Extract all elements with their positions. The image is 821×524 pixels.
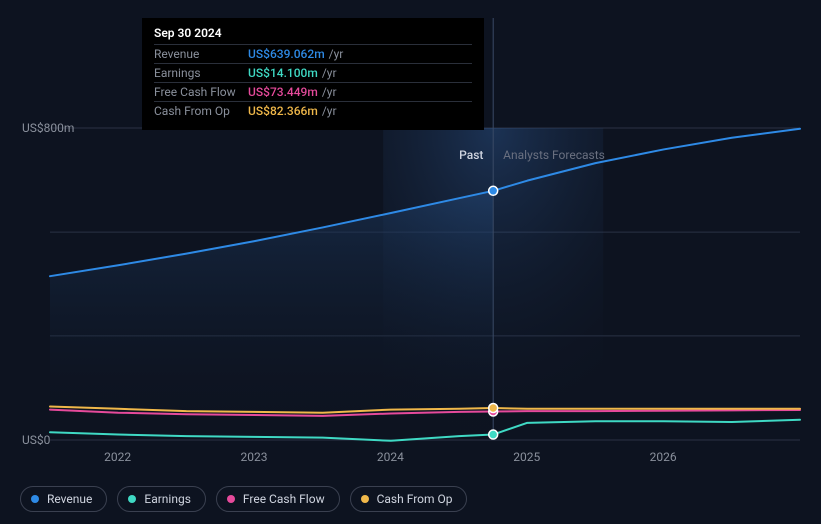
legend-item-revenue[interactable]: Revenue: [20, 486, 107, 512]
legend-dot-icon: [31, 495, 39, 503]
tooltip-row-unit: /yr: [329, 47, 344, 61]
y-axis-label-max: US$800m: [22, 121, 74, 135]
legend-label: Free Cash Flow: [243, 492, 325, 506]
tooltip-row-value: US$14.100m: [248, 66, 318, 80]
legend-dot-icon: [227, 495, 235, 503]
legend-label: Cash From Op: [377, 492, 453, 506]
y-axis-label-zero: US$0: [22, 433, 50, 447]
legend-dot-icon: [361, 495, 369, 503]
chart-tooltip: Sep 30 2024 RevenueUS$639.062m/yrEarning…: [142, 18, 484, 130]
x-tick: 2023: [241, 450, 268, 464]
tooltip-row-label: Cash From Op: [154, 104, 248, 118]
tooltip-row: Cash From OpUS$82.366m/yr: [154, 101, 472, 120]
tooltip-row: EarningsUS$14.100m/yr: [154, 63, 472, 82]
region-label-forecast: Analysts Forecasts: [503, 148, 605, 162]
tooltip-row-unit: /yr: [322, 104, 337, 118]
tooltip-row-value: US$82.366m: [248, 104, 318, 118]
tooltip-row: Free Cash FlowUS$73.449m/yr: [154, 82, 472, 101]
earnings-revenue-chart: US$800m US$0 Past Analysts Forecasts 202…: [0, 0, 821, 524]
tooltip-row-unit: /yr: [322, 85, 337, 99]
legend-item-fcf[interactable]: Free Cash Flow: [216, 486, 340, 512]
tooltip-row-value: US$639.062m: [248, 47, 325, 61]
legend-label: Earnings: [144, 492, 191, 506]
tooltip-row-label: Free Cash Flow: [154, 85, 248, 99]
tooltip-row-value: US$73.449m: [248, 85, 318, 99]
x-tick: 2026: [650, 450, 677, 464]
tooltip-row-unit: /yr: [322, 66, 337, 80]
x-tick: 2024: [377, 450, 404, 464]
x-tick: 2025: [513, 450, 540, 464]
region-label-past: Past: [459, 148, 483, 162]
legend-dot-icon: [128, 495, 136, 503]
legend-item-earnings[interactable]: Earnings: [117, 486, 206, 512]
legend-label: Revenue: [47, 492, 92, 506]
legend-item-cfo[interactable]: Cash From Op: [350, 486, 468, 512]
tooltip-date: Sep 30 2024: [154, 26, 472, 40]
tooltip-row-label: Earnings: [154, 66, 248, 80]
x-tick: 2022: [104, 450, 131, 464]
tooltip-row: RevenueUS$639.062m/yr: [154, 44, 472, 63]
tooltip-row-label: Revenue: [154, 47, 248, 61]
legend: Revenue Earnings Free Cash Flow Cash From O…: [20, 486, 467, 512]
